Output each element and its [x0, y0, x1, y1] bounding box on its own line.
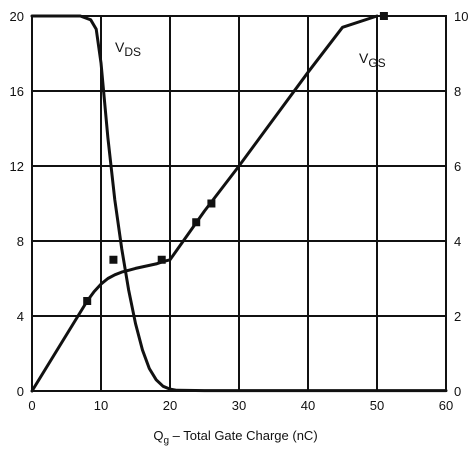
x-axis-label-subscript: g: [163, 435, 170, 447]
y-right-tick-label: 0: [454, 384, 461, 399]
data-marker: [192, 218, 201, 227]
series-line-vgs: [30, 14, 379, 393]
chart-series-labels: VDS VGS: [115, 39, 386, 70]
y-left-tick-label: 12: [10, 159, 24, 174]
y-left-tick-label: 20: [10, 9, 24, 24]
chart-series: [30, 14, 448, 393]
data-marker: [109, 255, 118, 264]
x-tick-label: 30: [232, 398, 246, 413]
chart-grid: [31, 15, 447, 392]
x-tick-label: 10: [94, 398, 108, 413]
y-right-tick-label: 4: [454, 234, 461, 249]
x-tick-label: 60: [439, 398, 453, 413]
y-right-tick-label: 10: [454, 9, 468, 24]
data-marker: [83, 297, 92, 305]
data-marker: [207, 199, 216, 208]
series-line-vds: [30, 14, 448, 393]
x-tick-label: 0: [28, 398, 35, 413]
y-left-tick-label: 16: [10, 84, 24, 99]
x-axis-label: Qg – Total Gate Charge (nC): [0, 428, 471, 447]
y-right-tick-label: 2: [454, 309, 461, 324]
series-label-vgs: VGS: [359, 50, 386, 70]
series-label-vds: VDS: [115, 39, 141, 59]
y-left-tick-label: 8: [17, 234, 24, 249]
x-tick-label: 50: [370, 398, 384, 413]
x-tick-label: 20: [163, 398, 177, 413]
y-right-tick-label: 8: [454, 84, 461, 99]
data-marker: [157, 255, 166, 264]
y-left-tick-label: 0: [17, 384, 24, 399]
y-right-tick-label: 6: [454, 159, 461, 174]
x-tick-label: 40: [301, 398, 315, 413]
x-axis-label-text: – Total Gate Charge (nC): [169, 428, 318, 443]
x-axis-label-symbol: Q: [153, 428, 164, 443]
plot-frame: [31, 15, 447, 392]
y-left-tick-label: 4: [17, 309, 24, 324]
